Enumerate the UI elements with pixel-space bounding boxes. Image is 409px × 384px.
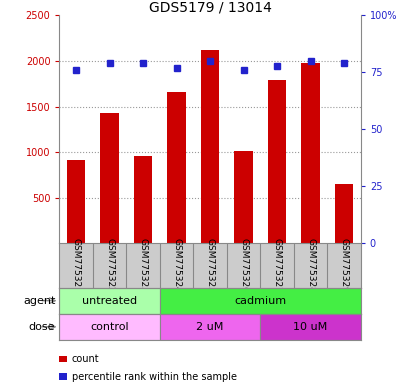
Title: GDS5179 / 13014: GDS5179 / 13014 — [148, 0, 271, 14]
Text: agent: agent — [23, 296, 55, 306]
Bar — [167, 92, 185, 243]
Text: count: count — [72, 354, 99, 364]
Text: GSM775322: GSM775322 — [105, 238, 114, 293]
Text: 10 uM: 10 uM — [293, 322, 327, 332]
Text: control: control — [90, 322, 129, 332]
Bar — [134, 156, 152, 243]
Bar — [301, 63, 319, 243]
Text: GSM775326: GSM775326 — [238, 238, 247, 293]
Text: GSM775329: GSM775329 — [339, 238, 348, 293]
Bar — [160, 314, 260, 340]
Bar — [59, 314, 160, 340]
Bar — [334, 184, 353, 243]
Bar — [200, 50, 219, 243]
Text: GSM775324: GSM775324 — [172, 238, 181, 293]
Bar — [267, 80, 285, 243]
Bar — [260, 314, 360, 340]
Bar — [59, 288, 160, 314]
Text: GSM775325: GSM775325 — [205, 238, 214, 293]
Text: GSM775323: GSM775323 — [138, 238, 147, 293]
Text: untreated: untreated — [82, 296, 137, 306]
Text: GSM775328: GSM775328 — [306, 238, 314, 293]
Text: 2 uM: 2 uM — [196, 322, 223, 332]
Bar — [234, 151, 252, 243]
Text: percentile rank within the sample: percentile rank within the sample — [72, 372, 236, 382]
Text: cadmium: cadmium — [234, 296, 286, 306]
Bar — [160, 288, 360, 314]
Bar — [100, 113, 119, 243]
Bar — [67, 159, 85, 243]
Text: GSM775321: GSM775321 — [72, 238, 81, 293]
Text: dose: dose — [29, 322, 55, 332]
Text: GSM775327: GSM775327 — [272, 238, 281, 293]
